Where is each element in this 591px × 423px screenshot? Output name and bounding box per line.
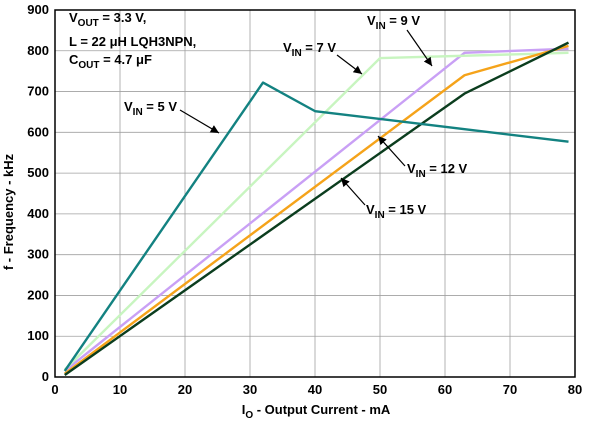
x-tick-label: 40 <box>308 382 322 397</box>
callout-arrow-15v <box>340 177 366 206</box>
callout-arrow-9v <box>406 29 433 67</box>
y-tick-label: 400 <box>27 206 49 221</box>
callout-arrow-12v <box>377 135 406 167</box>
callout-arrow-5v <box>179 109 220 134</box>
x-axis-title: IO - Output Current - mA <box>242 402 391 421</box>
callout-arrows <box>179 29 433 206</box>
y-tick-label: 600 <box>27 124 49 139</box>
y-tick-label: 800 <box>27 43 49 58</box>
y-tick-label: 700 <box>27 84 49 99</box>
plot-frame <box>54 9 576 378</box>
y-tick-label: 300 <box>27 247 49 262</box>
conditions-annotation: VOUT = 3.3 V, L = 22 μH LQH3NPN, COUT = … <box>69 10 196 71</box>
y-tick-label: 200 <box>27 287 49 302</box>
x-tick-label: 70 <box>503 382 517 397</box>
y-tick-label: 500 <box>27 165 49 180</box>
series-line-2 <box>64 44 569 375</box>
series-label-12v: VIN = 12 V <box>407 161 468 180</box>
condition-vout: VOUT = 3.3 V, <box>69 10 146 29</box>
series-line-3 <box>64 41 570 376</box>
x-tick-label: 60 <box>438 382 452 397</box>
series-line-1 <box>63 51 569 371</box>
series-lines <box>63 41 570 376</box>
series-label-9v: VIN = 9 V <box>367 13 420 32</box>
x-tick-label: 30 <box>243 382 257 397</box>
y-tick-labels: 0 100 200 300 400 500 600 700 800 900 <box>27 2 49 384</box>
y-tick-label: 900 <box>27 2 49 17</box>
y-tick-label: 0 <box>42 369 49 384</box>
grid <box>54 9 576 378</box>
condition-inductor: L = 22 μH LQH3NPN, <box>69 34 196 49</box>
y-axis-title: f - Frequency - kHz <box>1 153 16 270</box>
condition-cout: COUT = 4.7 μF <box>69 52 152 71</box>
x-tick-label: 0 <box>51 382 58 397</box>
series-label-5v: VIN = 5 V <box>124 99 177 118</box>
x-tick-label: 20 <box>178 382 192 397</box>
series-line-0 <box>64 47 569 372</box>
x-tick-label: 50 <box>373 382 387 397</box>
series-labels: VIN = 9 V VIN = 7 V VIN = 5 V VIN = 12 V… <box>124 13 468 221</box>
x-tick-label: 10 <box>113 382 127 397</box>
series-label-15v: VIN = 15 V <box>366 202 427 221</box>
callout-arrow-7v <box>336 54 363 75</box>
x-tick-labels: 0 10 20 30 40 50 60 70 80 <box>51 382 582 397</box>
series-label-7v: VIN = 7 V <box>283 40 336 59</box>
series-line-4 <box>63 81 569 372</box>
y-tick-label: 100 <box>27 328 49 343</box>
x-tick-label: 80 <box>568 382 582 397</box>
